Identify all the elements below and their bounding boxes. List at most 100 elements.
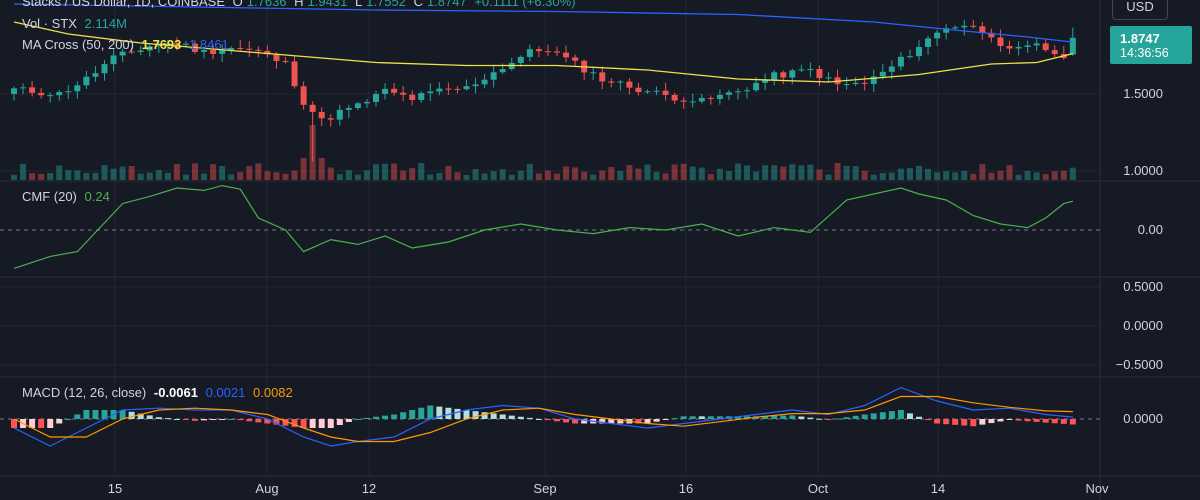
volume-bar	[599, 170, 606, 180]
candle-body	[861, 82, 868, 84]
volume-bar	[716, 168, 723, 180]
volume-bar	[382, 163, 389, 180]
histogram-bar	[228, 419, 235, 420]
volume-bar	[472, 168, 479, 180]
time-axis[interactable]: 15 Aug 12 Sep 16 Oct 14 Nov	[108, 481, 1109, 496]
histogram-bar	[635, 419, 642, 424]
histogram-bar	[1024, 419, 1031, 422]
grid	[0, 0, 1100, 475]
volume-bar	[1060, 170, 1067, 180]
volume-bar	[997, 170, 1004, 180]
histogram-bar	[888, 411, 895, 419]
histogram-bar	[418, 407, 425, 419]
candle-body	[780, 72, 787, 78]
candle-body	[988, 32, 995, 38]
candle-body	[888, 66, 895, 72]
histogram-bar	[716, 416, 723, 419]
macd-histogram	[11, 405, 1076, 428]
volume-bar	[445, 165, 452, 180]
volume-bar	[409, 168, 416, 180]
candle-body	[128, 51, 135, 53]
candle-body	[29, 87, 36, 93]
candle-body	[291, 61, 298, 87]
histogram-bar	[490, 413, 497, 419]
candle-body	[282, 60, 289, 62]
volume-bar	[554, 173, 560, 180]
candle-body	[20, 87, 27, 89]
candle-body	[1033, 43, 1040, 46]
currency-button[interactable]: USD	[1112, 0, 1168, 20]
macd-legend[interactable]: MACD (12, 26, close) -0.0061 0.0021 0.00…	[22, 385, 297, 400]
histogram-bar	[1060, 419, 1067, 424]
histogram-bar	[300, 419, 307, 428]
cmf-legend[interactable]: CMF (20) 0.24	[22, 189, 114, 204]
high-label: H	[294, 0, 304, 9]
close-label: C	[413, 0, 423, 9]
candle-body	[345, 107, 352, 110]
time-axis-tick-label: Sep	[533, 481, 556, 496]
volume-bar	[771, 165, 778, 180]
volume-bar	[952, 172, 959, 180]
price-axis[interactable]: 1.5000 1.0000 0.00 0.5000 0.0000 −0.5000 0.000…	[1116, 86, 1163, 426]
volume-bar	[798, 165, 805, 180]
volume-bar	[979, 164, 986, 180]
histogram-bar	[255, 419, 262, 423]
candle-body	[698, 97, 705, 102]
volume-bar	[354, 174, 361, 180]
histogram-bar	[934, 419, 941, 424]
volume-legend[interactable]: Vol · STX 2.114M	[22, 16, 131, 31]
histogram-bar	[1042, 419, 1049, 423]
price-axis-tick-label: 0.5000	[1123, 279, 1163, 294]
histogram-bar	[1069, 419, 1076, 425]
candle-body	[119, 51, 126, 56]
ma50-line	[13, 21, 1074, 83]
histogram-bar	[391, 414, 398, 419]
volume-bar	[336, 174, 343, 180]
volume-bar	[581, 171, 588, 180]
candle-body	[626, 81, 633, 88]
candle-body	[1015, 46, 1022, 49]
volume-bar	[327, 167, 334, 180]
volume-bar	[137, 173, 144, 180]
candle-body	[472, 84, 479, 87]
candle-body	[146, 46, 153, 51]
candle-body	[554, 51, 560, 53]
histogram-bar	[735, 416, 741, 419]
histogram-bar	[309, 419, 316, 428]
volume-bar	[1042, 174, 1049, 180]
histogram-bar	[436, 406, 443, 419]
volume-bar	[762, 165, 769, 180]
candle-body	[427, 91, 434, 94]
volume-bar	[816, 169, 823, 180]
candle-body	[363, 101, 370, 104]
volume-bar	[906, 168, 913, 180]
histogram-bar	[47, 419, 54, 428]
histogram-bar	[608, 419, 615, 424]
histogram-bar	[852, 415, 859, 419]
candle-body	[735, 91, 741, 93]
histogram-bar	[92, 410, 99, 419]
candle-body	[680, 100, 687, 102]
candle-body	[617, 81, 624, 83]
ma-cross-legend[interactable]: MA Cross (50, 200) 1.7693 1.8461	[22, 37, 233, 52]
histogram-bar	[563, 419, 570, 423]
volume-bar	[38, 173, 45, 180]
open-label: O	[232, 0, 243, 9]
histogram-bar	[689, 416, 696, 419]
histogram-bar	[544, 419, 551, 421]
volume-bar	[400, 170, 407, 180]
macd-label: MACD (12, 26, close)	[22, 385, 147, 400]
price-axis-tick-label: 0.0000	[1123, 318, 1163, 333]
volume-bar	[201, 173, 208, 180]
volume-bar	[671, 164, 678, 180]
candle-body	[490, 72, 497, 80]
histogram-bar	[128, 411, 135, 419]
candle-body	[870, 76, 877, 84]
cmf-label: CMF (20)	[22, 189, 77, 204]
volume-bar	[436, 172, 443, 180]
candle-body	[843, 84, 850, 86]
volume-bar	[517, 170, 524, 180]
candle-body	[934, 32, 941, 39]
close-value: 1.8747	[426, 0, 467, 9]
